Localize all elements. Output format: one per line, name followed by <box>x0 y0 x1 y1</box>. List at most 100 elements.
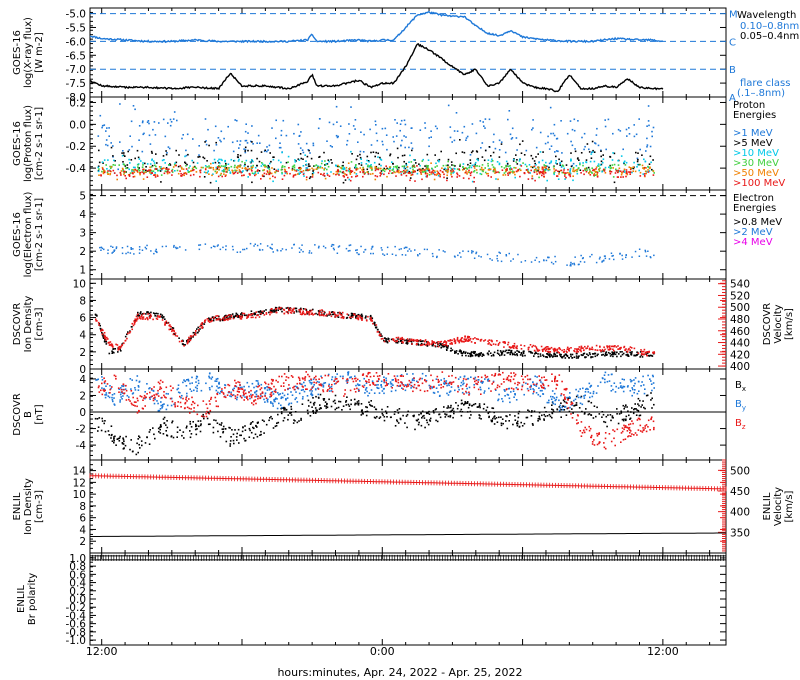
data-point <box>424 339 427 341</box>
data-point <box>302 151 305 154</box>
data-point <box>268 419 270 422</box>
data-point <box>298 134 301 137</box>
data-point <box>251 382 254 385</box>
data-point <box>497 353 500 355</box>
data-point <box>317 396 320 399</box>
data-point <box>142 172 145 175</box>
data-point <box>513 342 516 345</box>
data-point <box>439 341 441 343</box>
data-point <box>600 155 602 158</box>
data-point <box>169 124 172 127</box>
data-point <box>287 155 290 158</box>
y-axis-label: log(Electron flux) <box>23 192 34 278</box>
data-point <box>162 155 165 157</box>
data-point <box>294 420 296 422</box>
data-point <box>556 355 558 357</box>
data-point <box>613 353 615 356</box>
data-point <box>631 171 633 174</box>
data-point <box>397 422 400 424</box>
data-point <box>560 169 563 172</box>
data-point <box>273 309 276 311</box>
data-point <box>595 392 598 394</box>
data-point <box>346 143 348 146</box>
data-point <box>243 165 246 167</box>
data-point <box>266 150 268 153</box>
data-point <box>454 351 456 353</box>
data-point <box>601 354 603 356</box>
data-point <box>338 245 341 247</box>
data-point <box>339 313 342 316</box>
data-point <box>480 147 482 149</box>
data-point <box>359 315 361 317</box>
data-point <box>281 178 284 180</box>
data-point <box>300 157 303 160</box>
series-line-long <box>89 10 664 44</box>
data-point <box>98 174 100 176</box>
data-point <box>112 156 114 158</box>
data-point <box>176 169 179 172</box>
data-point <box>195 167 198 170</box>
data-point <box>544 356 547 358</box>
data-point <box>399 418 402 421</box>
data-point <box>511 346 514 348</box>
data-point <box>344 179 347 181</box>
data-point <box>566 264 568 266</box>
data-point <box>581 136 583 139</box>
data-point <box>236 439 238 441</box>
data-point <box>122 150 124 152</box>
data-point <box>342 316 345 318</box>
data-point <box>488 411 491 413</box>
data-point <box>614 172 617 174</box>
data-point <box>275 170 278 173</box>
data-point <box>593 353 595 355</box>
data-point <box>537 353 539 355</box>
data-point <box>267 164 270 167</box>
data-point <box>168 171 171 174</box>
data-point <box>145 248 148 250</box>
y-axis-label: [W m-2] <box>34 32 45 73</box>
data-point <box>337 164 339 167</box>
data-point <box>403 154 406 157</box>
data-point <box>636 351 638 353</box>
data-point <box>364 316 367 319</box>
data-point <box>646 354 648 357</box>
data-point <box>348 170 350 172</box>
data-point <box>360 131 362 133</box>
data-point <box>584 167 586 170</box>
data-point <box>498 251 500 254</box>
data-point <box>445 164 448 167</box>
data-point <box>181 137 183 140</box>
data-point <box>211 316 214 318</box>
data-point <box>623 169 626 172</box>
data-point <box>234 171 237 174</box>
data-point <box>487 168 490 171</box>
data-point <box>383 167 385 170</box>
data-point <box>411 166 414 168</box>
data-point <box>325 407 328 409</box>
data-point <box>307 165 310 167</box>
data-point <box>601 411 604 413</box>
data-point <box>214 245 216 248</box>
y-tick-label: -5.5 <box>66 22 87 34</box>
data-point <box>644 166 646 169</box>
data-point <box>505 160 508 163</box>
data-point <box>500 166 503 168</box>
data-point <box>323 399 325 401</box>
data-point <box>464 335 466 337</box>
data-point <box>506 427 509 430</box>
data-point <box>586 169 588 171</box>
data-point <box>537 350 540 352</box>
data-point <box>478 403 481 405</box>
data-point <box>510 260 512 262</box>
data-point <box>466 335 469 338</box>
data-point <box>186 341 188 343</box>
data-point <box>406 340 409 342</box>
data-point <box>305 169 308 171</box>
data-point <box>536 349 539 351</box>
data-point <box>170 435 173 437</box>
data-point <box>471 164 474 167</box>
data-point <box>155 317 158 320</box>
data-point <box>421 178 423 181</box>
data-point <box>397 338 399 340</box>
data-point <box>454 342 457 345</box>
